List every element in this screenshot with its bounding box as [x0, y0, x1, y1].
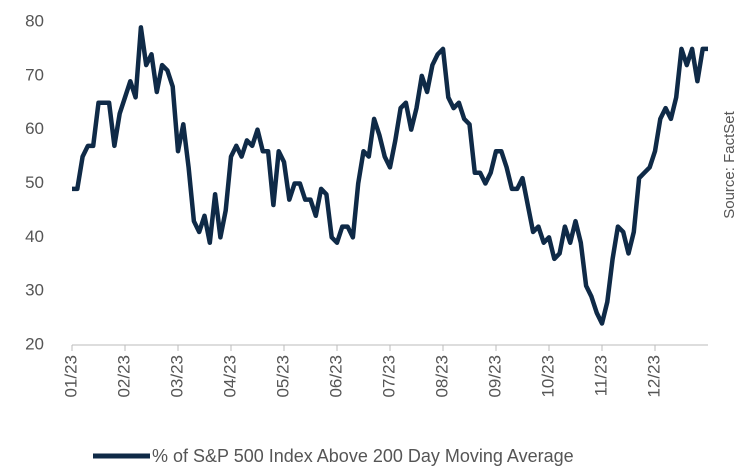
y-tick-label: 30 — [25, 281, 44, 300]
x-tick-label: 03/23 — [167, 355, 186, 398]
x-tick-label: 07/23 — [379, 355, 398, 398]
source-note: Source: FactSet — [721, 110, 737, 218]
data-line — [72, 25, 708, 326]
x-tick-label: 02/23 — [114, 355, 133, 398]
x-tick-label: 11/23 — [591, 355, 610, 396]
legend-label: % of S&P 500 Index Above 200 Day Moving … — [152, 446, 574, 466]
y-tick-label: 40 — [25, 227, 44, 246]
x-tick-label: 01/23 — [61, 355, 80, 398]
x-tick-label: 09/23 — [485, 355, 504, 398]
x-tick-label: 05/23 — [273, 355, 292, 398]
y-tick-label: 70 — [25, 65, 44, 84]
x-tick-label: 10/23 — [538, 355, 557, 398]
y-tick-label: 80 — [25, 11, 44, 30]
x-tick-label: 04/23 — [220, 355, 239, 398]
x-tick-label: 08/23 — [432, 355, 451, 398]
y-tick-label: 50 — [25, 173, 44, 192]
x-tick-label: 06/23 — [326, 355, 345, 398]
y-tick-label: 20 — [25, 334, 44, 353]
y-tick-label: 60 — [25, 119, 44, 138]
x-tick-label: 12/23 — [644, 355, 663, 398]
